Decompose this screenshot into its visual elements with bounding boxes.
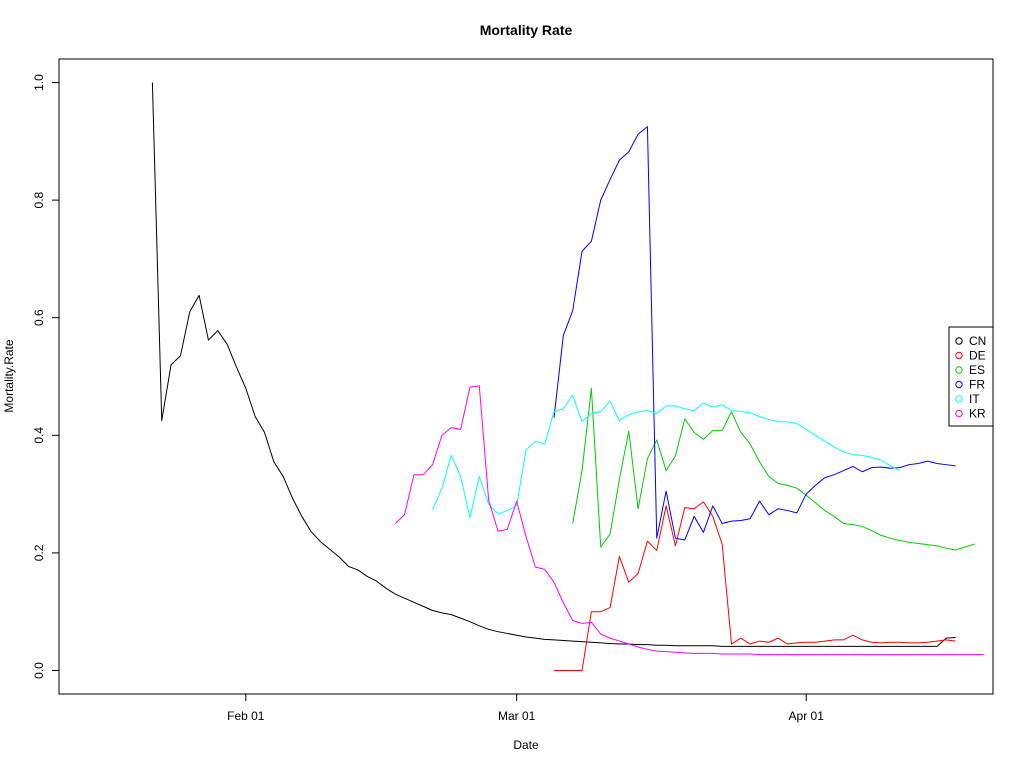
y-tick-label: 0.6 [32, 309, 46, 326]
legend-label-fr: FR [969, 378, 985, 392]
x-tick-label: Feb 01 [227, 709, 265, 723]
legend-symbol-kr [955, 409, 963, 418]
legend-symbol-it [955, 395, 963, 403]
y-tick-label: 0.4 [32, 427, 46, 444]
series-line-it [432, 394, 900, 519]
y-tick-label: 1.0 [32, 74, 46, 91]
series-line-de [554, 501, 956, 671]
legend-symbol-cn [955, 337, 963, 345]
y-axis: 0.0 0.2 0.4 0.6 0.8 1.0 [32, 74, 59, 679]
series-line-kr [394, 385, 984, 656]
series-lines [151, 82, 984, 671]
legend-label-es: ES [969, 363, 985, 377]
series-line-cn [151, 82, 956, 647]
legend-label-de: DE [969, 349, 986, 363]
legend-symbol-fr [955, 380, 963, 389]
plot-frame [58, 58, 994, 695]
x-tick-label: Mar 01 [498, 709, 536, 723]
chart-title: Mortality Rate [480, 22, 573, 38]
x-axis: Feb 01 Mar 01 Apr 01 [227, 694, 824, 723]
y-tick-label: 0.2 [32, 544, 46, 561]
legend-label-it: IT [969, 392, 980, 406]
x-axis-label: Date [513, 738, 539, 752]
series-line-es [572, 387, 975, 551]
x-tick-label: Apr 01 [789, 709, 825, 723]
legend-symbol-de [955, 351, 963, 360]
legend-label-cn: CN [969, 334, 986, 348]
y-axis-label: Mortality.Rate [2, 339, 16, 412]
series-line-fr [553, 126, 956, 541]
y-tick-label: 0.8 [32, 191, 46, 208]
legend-label-kr: KR [969, 407, 986, 421]
legend-symbol-es [955, 366, 963, 374]
y-tick-label: 0.0 [32, 662, 46, 679]
